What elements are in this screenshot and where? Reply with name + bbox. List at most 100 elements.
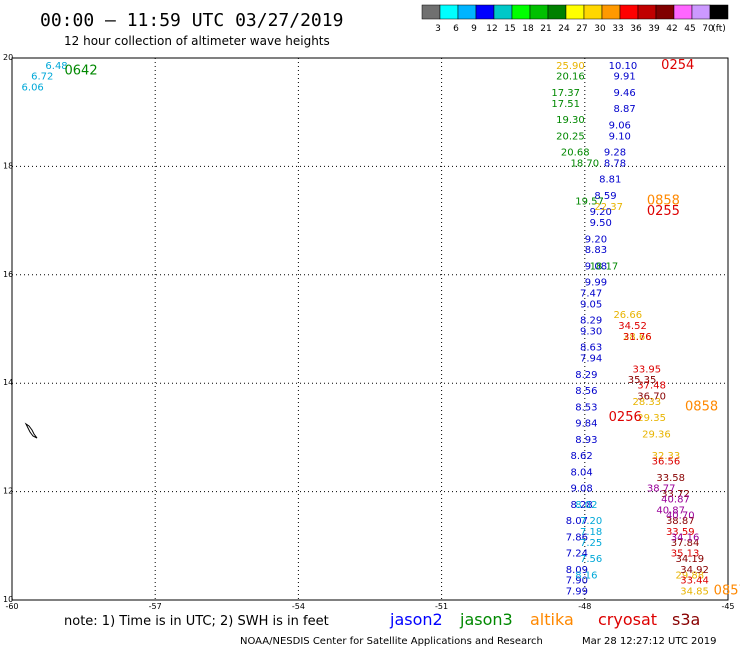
- colorbar-swatch: [475, 4, 495, 20]
- swh-value-label: 9.05: [580, 299, 602, 310]
- pass-time-label: 0858: [685, 399, 718, 414]
- pass-time-label: 0255: [647, 204, 680, 219]
- swh-value-label: 33.58: [656, 473, 685, 484]
- swh-value-label: 34.92: [680, 565, 709, 576]
- colorbar-swatch: [709, 4, 729, 20]
- swh-value-label: 8.16: [575, 570, 597, 581]
- wave-height-points: 6.486.726.06 10.109.91 9.46 8.87 9.069.10 9.2…: [22, 61, 709, 598]
- swh-value-label: 35.35: [628, 375, 657, 386]
- colorbar-label: 9: [471, 24, 477, 34]
- footer-timestamp: Mar 28 12:27:12 UTC 2019: [582, 636, 717, 647]
- swh-value-label: 20.16: [556, 72, 585, 83]
- swh-value-label: 7.94: [580, 354, 602, 365]
- colorbar-swatch: [619, 4, 639, 20]
- colorbar-label: 21: [540, 24, 551, 34]
- colorbar-label: 6: [453, 24, 459, 34]
- colorbar-label: 12: [486, 24, 497, 34]
- swh-value-label: 34.52: [618, 321, 647, 332]
- swh-value-label: 9.84: [575, 419, 597, 430]
- footer-note: note: 1) Time is in UTC; 2) SWH is in fe…: [64, 614, 329, 629]
- colorbar-label: 18: [522, 24, 534, 34]
- colorbar-label: 36: [630, 24, 642, 34]
- colorbar-label: 15: [504, 24, 515, 34]
- colorbar-swatch: [511, 4, 531, 20]
- swh-value-label: 18.17: [590, 261, 619, 272]
- swh-value-label: 10.10: [609, 61, 638, 72]
- colorbar-label: 33: [612, 24, 623, 34]
- swh-value-label: 17.37: [551, 88, 580, 99]
- swh-value-label: 38.87: [666, 516, 695, 527]
- swh-value-label: 35.13: [671, 549, 700, 560]
- swh-value-label: 20.68: [561, 148, 590, 159]
- pass-time-label: 0254: [661, 58, 694, 73]
- swh-value-label: 37.48: [637, 381, 666, 392]
- legend-entry: jason2: [389, 610, 443, 629]
- swh-value-label: 6.48: [45, 61, 67, 72]
- colorbar-label: 3: [435, 24, 441, 34]
- colorbar-label: 27: [576, 24, 587, 34]
- colorbar-label: 45: [684, 24, 695, 34]
- colorbar-swatch: [493, 4, 513, 20]
- pass-time-labels: 0642025408580255085802560857: [65, 58, 740, 599]
- colorbar-swatch: [691, 4, 711, 20]
- pass-time-label: 0642: [65, 63, 98, 78]
- colorbar-label: 70: [702, 24, 714, 34]
- footer-credit: NOAA/NESDIS Center for Satellite Applica…: [240, 636, 543, 647]
- swh-value-label: 9.99: [585, 278, 607, 289]
- swh-value-label: 40.87: [661, 494, 690, 505]
- swh-value-label: 8.87: [613, 104, 635, 115]
- colorbar-swatch: [529, 4, 549, 20]
- swh-value-label: 7.47: [580, 288, 602, 299]
- swh-value-label: 7.20: [580, 516, 602, 527]
- swh-value-label: 31.76: [623, 332, 652, 343]
- swh-value-label: 8.81: [599, 175, 621, 186]
- colorbar-swatch: [547, 4, 567, 20]
- swh-value-label: 36.70: [637, 391, 666, 402]
- x-tick-label: -57: [149, 602, 162, 611]
- grid: [12, 58, 728, 600]
- swh-value-label: 8.62: [570, 451, 592, 462]
- colorbar-swatch: [655, 4, 675, 20]
- colorbar-swatch: [673, 4, 693, 20]
- swh-value-label: 29.35: [637, 413, 666, 424]
- swh-value-label: 28.33: [633, 397, 662, 408]
- legend-entry: altika: [530, 610, 574, 629]
- legend-entry: jason3: [459, 610, 513, 629]
- swh-value-label: 8.29: [575, 370, 597, 381]
- island-outline: [24, 422, 38, 439]
- colorbar-label: 42: [666, 24, 677, 34]
- colorbar-label: 39: [648, 24, 660, 34]
- swh-value-label: 34.85: [680, 587, 709, 598]
- x-tick-label: -60: [5, 602, 18, 611]
- swh-value-label: 9.91: [613, 72, 635, 83]
- chart-subtitle: 12 hour collection of altimeter wave hei…: [64, 34, 330, 48]
- pass-time-label: 0256: [609, 410, 642, 425]
- colorbar-swatch: [565, 4, 585, 20]
- swh-value-label: 37.84: [671, 538, 700, 549]
- legend-entry: cryosat: [598, 610, 657, 629]
- swh-value-label: 22.37: [594, 202, 623, 213]
- swh-value-label: 26.66: [613, 310, 642, 321]
- swh-value-label: 20.25: [556, 131, 585, 142]
- swh-value-label: 29.88: [675, 570, 704, 581]
- colorbar-label: 24: [558, 24, 570, 34]
- swh-value-label: 40.70: [666, 511, 695, 522]
- colorbar-swatch: [601, 4, 621, 20]
- swh-value-label: 8.07: [566, 516, 588, 527]
- swh-value-label: 40.87: [656, 505, 685, 516]
- pass-time-label: 0857: [714, 584, 740, 599]
- satellite-legend: jason2 jason3 altika cryosat s3a: [389, 610, 700, 629]
- colorbar-label: (ft): [712, 24, 726, 34]
- swh-value-label: 8.63: [580, 343, 602, 354]
- swh-value-label: 19.30: [556, 115, 585, 126]
- swh-value-label: 9.28: [604, 148, 626, 159]
- swh-value-label: 34.16: [671, 532, 700, 543]
- plot-frame: [11, 57, 729, 601]
- swh-value-label: 6.06: [22, 83, 44, 94]
- swh-value-label: 33.44: [680, 576, 709, 587]
- swh-value-label: 8.53: [575, 402, 597, 413]
- swh-value-label: 33.95: [633, 364, 662, 375]
- x-tick-label: -54: [292, 602, 305, 611]
- swh-value-label: 8.59: [594, 191, 616, 202]
